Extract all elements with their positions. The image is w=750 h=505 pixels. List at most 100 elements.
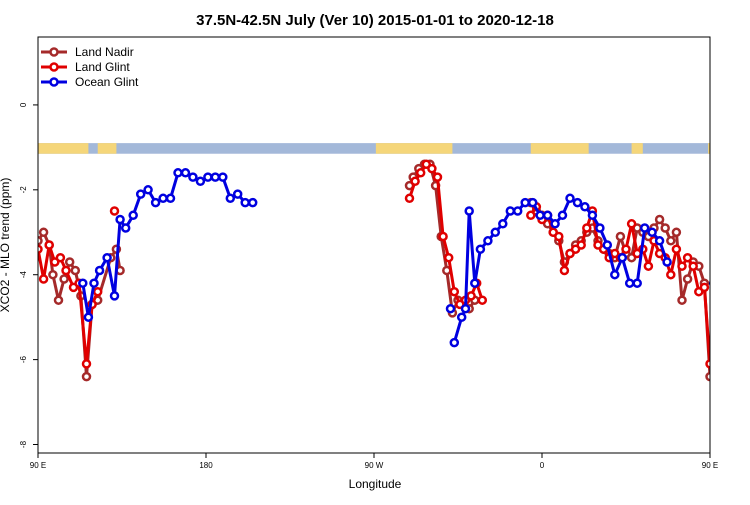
legend-item-land-glint: Land Glint [41, 60, 130, 74]
data-point-ocean-glint [249, 199, 256, 206]
y-tick-label: 0 [19, 102, 28, 107]
data-point-land-nadir [735, 246, 742, 253]
data-point-land-glint [111, 208, 118, 215]
data-point-ocean-glint [182, 169, 189, 176]
data-point-land-nadir [40, 229, 47, 236]
legend-marker [51, 64, 58, 71]
legend-marker [51, 49, 58, 56]
ocean-band [38, 143, 710, 154]
data-point-land-glint [440, 233, 447, 240]
y-tick-label: -8 [19, 440, 28, 448]
data-point-ocean-glint [117, 216, 124, 223]
data-point-land-glint [445, 254, 452, 261]
data-point-ocean-glint [574, 199, 581, 206]
data-point-ocean-glint [544, 212, 551, 219]
data-point-ocean-glint [581, 203, 588, 210]
data-point-ocean-glint [91, 280, 98, 287]
data-point-ocean-glint [664, 259, 671, 266]
data-point-ocean-glint [204, 174, 211, 181]
land-band [38, 143, 88, 154]
data-point-land-nadir [617, 233, 624, 240]
data-point-land-glint [412, 178, 419, 185]
data-point-ocean-glint [537, 212, 544, 219]
data-point-ocean-glint [130, 212, 137, 219]
data-point-ocean-glint [471, 280, 478, 287]
data-point-land-nadir [49, 271, 56, 278]
data-point-land-nadir [667, 237, 674, 244]
data-point-ocean-glint [723, 280, 730, 287]
data-point-land-nadir [712, 301, 719, 308]
data-point-ocean-glint [447, 305, 454, 312]
data-point-land-glint [527, 212, 534, 219]
legend-item-ocean-glint: Ocean Glint [41, 75, 139, 89]
data-point-ocean-glint [227, 195, 234, 202]
data-point-ocean-glint [626, 280, 633, 287]
data-point-land-glint [94, 288, 101, 295]
data-point-ocean-glint [466, 208, 473, 215]
data-point-ocean-glint [567, 195, 574, 202]
data-point-ocean-glint [79, 280, 86, 287]
data-point-land-nadir [83, 373, 90, 380]
data-point-land-nadir [55, 297, 62, 304]
data-point-land-nadir [729, 254, 736, 261]
data-point-ocean-glint [604, 242, 611, 249]
x-axis-label: Longitude [349, 477, 402, 491]
data-point-land-nadir [72, 267, 79, 274]
data-point-land-glint [735, 208, 742, 215]
data-point-ocean-glint [649, 229, 656, 236]
legend-item-land-nadir: Land Nadir [41, 45, 134, 59]
data-point-land-glint [434, 174, 441, 181]
x-tick-label: 180 [199, 461, 213, 470]
data-point-ocean-glint [458, 314, 465, 321]
x-tick-label: 90 E [702, 461, 718, 470]
data-point-ocean-glint [611, 271, 618, 278]
data-point-ocean-glint [484, 237, 491, 244]
data-point-land-glint [679, 263, 686, 270]
data-point-ocean-glint [619, 254, 626, 261]
data-point-land-glint [673, 246, 680, 253]
land-band [376, 143, 453, 154]
data-point-ocean-glint [641, 225, 648, 232]
data-point-ocean-glint [656, 237, 663, 244]
data-point-ocean-glint [212, 174, 219, 181]
data-point-ocean-glint [634, 280, 641, 287]
data-point-land-glint [468, 292, 475, 299]
data-point-ocean-glint [552, 220, 559, 227]
legend-label: Land Nadir [75, 45, 134, 59]
data-point-ocean-glint [589, 212, 596, 219]
data-point-ocean-glint [736, 254, 743, 261]
data-point-ocean-glint [596, 225, 603, 232]
data-point-land-glint [46, 242, 53, 249]
data-point-ocean-glint [111, 292, 118, 299]
data-point-land-nadir [656, 216, 663, 223]
data-point-ocean-glint [175, 169, 182, 176]
data-point-ocean-glint [242, 199, 249, 206]
data-point-ocean-glint [522, 199, 529, 206]
data-point-ocean-glint [499, 220, 506, 227]
data-point-ocean-glint [96, 267, 103, 274]
data-point-ocean-glint [197, 178, 204, 185]
data-point-land-glint [561, 267, 568, 274]
data-point-land-glint [555, 233, 562, 240]
data-point-land-nadir [684, 276, 691, 283]
land-ocean-strip [38, 143, 750, 154]
data-point-ocean-glint [137, 191, 144, 198]
data-point-ocean-glint [462, 305, 469, 312]
land-band [632, 143, 643, 154]
y-tick-label: -2 [19, 186, 28, 194]
data-point-ocean-glint [219, 174, 226, 181]
land-band [531, 143, 589, 154]
data-point-ocean-glint [729, 267, 736, 274]
data-point-ocean-glint [451, 339, 458, 346]
data-point-land-glint [701, 284, 708, 291]
data-point-ocean-glint [104, 254, 111, 261]
data-point-land-nadir [61, 276, 68, 283]
legend-label: Ocean Glint [75, 75, 139, 89]
legend-label: Land Glint [75, 60, 130, 74]
data-point-ocean-glint [716, 314, 723, 321]
data-point-land-glint [628, 220, 635, 227]
data-point-land-nadir [673, 229, 680, 236]
data-point-ocean-glint [492, 229, 499, 236]
